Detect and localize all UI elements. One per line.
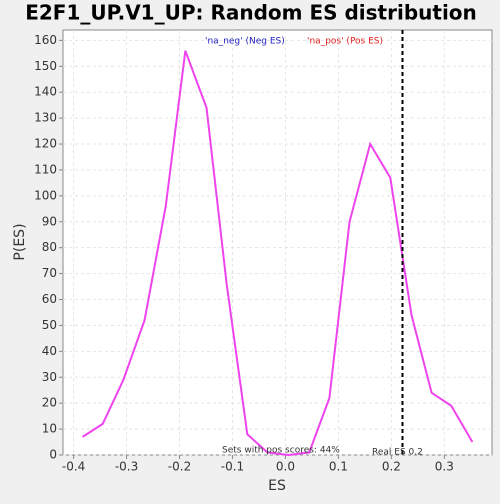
x-tick-label: 0.2 [382, 460, 401, 474]
x-tick-label: 0.3 [435, 460, 454, 474]
x-tick-label: 0.1 [329, 460, 348, 474]
y-tick-label: 10 [42, 422, 57, 436]
y-tick-label: 90 [42, 214, 57, 228]
data-line [82, 50, 474, 457]
y-tick-label: 70 [42, 266, 57, 280]
y-tick-label: 40 [42, 344, 57, 358]
y-tick-label: 50 [42, 318, 57, 332]
y-tick-label: 150 [34, 59, 57, 73]
y-tick-label: 110 [34, 162, 57, 176]
y-tick-label: 30 [42, 370, 57, 384]
y-tick-label: 140 [34, 85, 57, 99]
legend-entry: 'na_neg' (Neg ES) [205, 37, 285, 47]
y-tick-label: 120 [34, 137, 57, 151]
x-tick-label: -0.2 [168, 460, 191, 474]
y-tick-label: 130 [34, 111, 57, 125]
annotation: Sets with pos scores: 44% [222, 446, 340, 456]
y-tick-label: 20 [42, 396, 57, 410]
legend-entry: 'na_pos' (Pos ES) [307, 37, 383, 47]
x-tick-label: -0.4 [62, 460, 85, 474]
x-axis-label: ES [268, 478, 286, 494]
y-tick-label: 0 [49, 448, 57, 462]
y-tick-label: 160 [34, 33, 57, 47]
y-tick-label: 80 [42, 240, 57, 254]
annotation: Real ES 0.2 [372, 448, 423, 458]
x-tick-label: -0.1 [221, 460, 244, 474]
plot-area [62, 29, 493, 456]
y-tick-label: 60 [42, 292, 57, 306]
chart-title: E2F1_UP.V1_UP: Random ES distribution [25, 1, 477, 25]
x-tick-label: 0.0 [276, 460, 295, 474]
x-tick-label: -0.3 [115, 460, 138, 474]
y-tick-label: 100 [34, 188, 57, 202]
y-axis-label: P(ES) [12, 223, 28, 260]
